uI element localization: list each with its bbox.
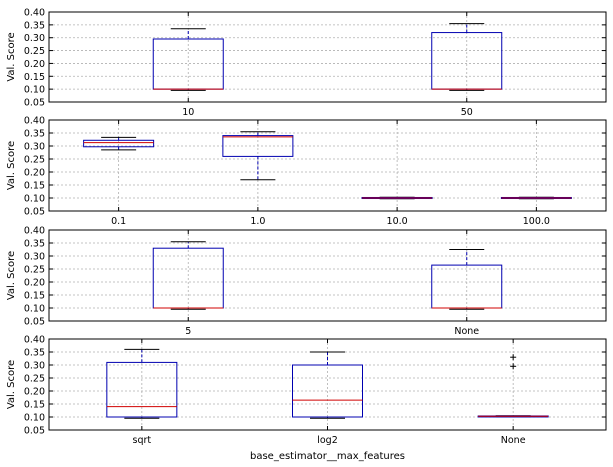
y-tick-label: 0.20 xyxy=(24,278,45,289)
x-tick-label: 10 xyxy=(182,107,194,118)
y-tick-label: 0.35 xyxy=(24,129,45,140)
plot-frame xyxy=(48,229,607,322)
y-tick-label: 0.10 xyxy=(24,194,45,205)
box xyxy=(106,361,178,418)
y-tick-label: 0.40 xyxy=(24,116,45,127)
y-tick-label: 0.20 xyxy=(24,168,45,179)
x-tick-label: log2 xyxy=(317,435,338,446)
y-axis-label: Val. Score xyxy=(6,32,17,81)
y-tick-label: 0.10 xyxy=(24,304,45,315)
y-tick-label: 0.05 xyxy=(24,98,45,109)
y-tick-label: 0.15 xyxy=(24,291,45,302)
x-tick-label: 100.0 xyxy=(523,216,550,227)
x-tick-label: sqrt xyxy=(133,435,152,446)
y-tick-label: 0.05 xyxy=(24,426,45,437)
y-tick-label: 0.05 xyxy=(24,207,45,218)
x-tick-label: None xyxy=(454,326,479,337)
x-tick-label: 10.0 xyxy=(387,216,408,227)
box xyxy=(222,135,294,157)
x-tick-label: None xyxy=(501,435,526,446)
y-tick-label: 0.35 xyxy=(24,348,45,359)
plot-frame xyxy=(48,338,607,431)
plot-frame xyxy=(48,11,607,103)
y-tick-label: 0.15 xyxy=(24,72,45,83)
x-tick-label: 50 xyxy=(461,107,473,118)
y-tick-label: 0.15 xyxy=(24,181,45,192)
y-axis-label: Val. Score xyxy=(6,141,17,190)
y-tick-label: 0.30 xyxy=(24,252,45,263)
y-tick-label: 0.25 xyxy=(24,265,45,276)
x-tick-label: 1.0 xyxy=(250,216,265,227)
box xyxy=(83,139,155,148)
y-tick-label: 0.30 xyxy=(24,361,45,372)
y-tick-label: 0.25 xyxy=(24,155,45,166)
y-axis-label: Val. Score xyxy=(6,360,17,409)
x-tick-label: 0.1 xyxy=(111,216,126,227)
y-tick-label: 0.40 xyxy=(24,226,45,237)
y-tick-label: 0.10 xyxy=(24,413,45,424)
plot-frame xyxy=(48,119,607,212)
x-axis-label: base_estimator__max_features xyxy=(250,451,405,462)
y-axis-label: Val. Score xyxy=(6,251,17,300)
y-tick-label: 0.40 xyxy=(24,335,45,346)
y-tick-label: 0.05 xyxy=(24,317,45,328)
y-tick-label: 0.30 xyxy=(24,142,45,153)
y-tick-label: 0.15 xyxy=(24,400,45,411)
y-tick-label: 0.25 xyxy=(24,46,45,57)
y-tick-label: 0.30 xyxy=(24,33,45,44)
y-tick-label: 0.40 xyxy=(24,8,45,19)
y-tick-label: 0.35 xyxy=(24,20,45,31)
x-tick-label: 5 xyxy=(185,326,191,337)
box xyxy=(292,364,363,418)
y-tick-label: 0.10 xyxy=(24,85,45,96)
y-tick-label: 0.35 xyxy=(24,239,45,250)
y-tick-label: 0.25 xyxy=(24,374,45,385)
y-tick-label: 0.20 xyxy=(24,59,45,70)
y-tick-label: 0.20 xyxy=(24,387,45,398)
